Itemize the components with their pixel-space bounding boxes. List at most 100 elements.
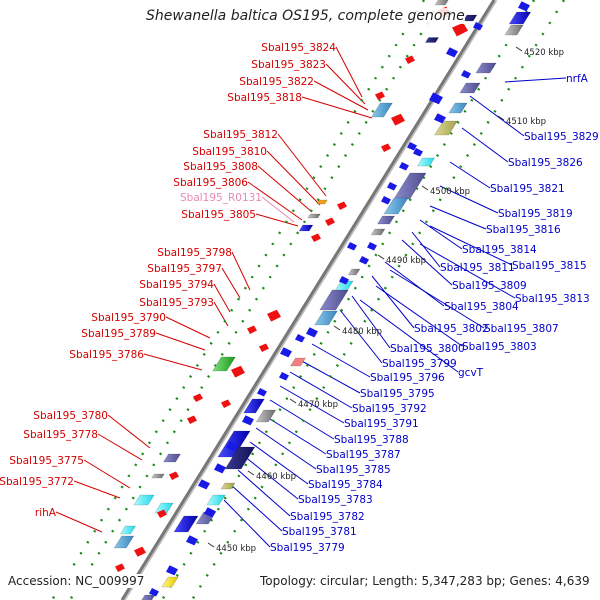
gene-label-sbal195_3790[interactable]: Sbal195_3790 xyxy=(91,312,166,324)
forward-gene-block[interactable] xyxy=(370,228,386,236)
reverse-gene-arrow[interactable] xyxy=(325,217,335,227)
gene-label-sbal195_3799[interactable]: Sbal195_3799 xyxy=(382,358,457,370)
reverse-gene-block[interactable] xyxy=(113,535,135,549)
gene-label-sbal195_3809[interactable]: Sbal195_3809 xyxy=(452,280,527,292)
gene-label-gcvt[interactable]: gcvT xyxy=(458,367,484,379)
forward-gene-block[interactable] xyxy=(161,576,179,588)
gene-label-sbal195_3808[interactable]: Sbal195_3808 xyxy=(183,161,258,173)
forward-gene-arrow[interactable] xyxy=(149,588,159,597)
gene-label-sbal195_3803[interactable]: Sbal195_3803 xyxy=(462,341,537,353)
gene-label-sbal195_3789[interactable]: Sbal195_3789 xyxy=(81,328,156,340)
forward-gene-arrow[interactable] xyxy=(367,242,377,251)
forward-gene-arrow[interactable] xyxy=(461,70,471,79)
reverse-gene-arrow[interactable] xyxy=(337,201,347,211)
gene-label-sbal195_3822[interactable]: Sbal195_3822 xyxy=(239,76,314,88)
forward-gene-arrow[interactable] xyxy=(347,242,357,251)
forward-gene-block[interactable] xyxy=(173,515,199,533)
forward-gene-arrow[interactable] xyxy=(387,182,397,191)
gene-label-sbal195_3802[interactable]: Sbal195_3802 xyxy=(414,323,489,335)
gene-label-sbal195_3812[interactable]: Sbal195_3812 xyxy=(203,129,278,141)
gene-label-riha[interactable]: rihA xyxy=(35,507,57,519)
gene-label-sbal195_3824[interactable]: Sbal195_3824 xyxy=(261,42,336,54)
gene-label-sbal195_3796[interactable]: Sbal195_3796 xyxy=(370,372,445,384)
gene-label-sbal195_3775[interactable]: Sbal195_3775 xyxy=(9,455,84,467)
reverse-gene-arrow[interactable] xyxy=(381,143,391,153)
gene-label-sbal195_3829[interactable]: Sbal195_3829 xyxy=(524,131,599,143)
gene-label-sbal195_3818[interactable]: Sbal195_3818 xyxy=(227,92,302,104)
forward-gene-block[interactable] xyxy=(289,357,307,367)
reverse-gene-block[interactable] xyxy=(151,473,165,479)
forward-gene-block[interactable] xyxy=(416,157,436,167)
gene-label-sbal195_3778[interactable]: Sbal195_3778 xyxy=(23,429,98,441)
forward-gene-arrow[interactable] xyxy=(359,256,369,265)
forward-gene-arrow[interactable] xyxy=(204,507,216,518)
forward-gene-block[interactable] xyxy=(393,172,427,200)
forward-gene-arrow[interactable] xyxy=(186,535,198,546)
forward-gene-arrow[interactable] xyxy=(226,441,238,452)
reverse-gene-arrow[interactable] xyxy=(259,343,269,353)
gene-label-sbal195_3792[interactable]: Sbal195_3792 xyxy=(352,403,427,415)
gene-label-sbal195_r0131[interactable]: Sbal195_R0131 xyxy=(180,192,262,204)
forward-gene-block[interactable] xyxy=(376,215,396,225)
gene-label-sbal195_3772[interactable]: Sbal195_3772 xyxy=(0,476,74,488)
forward-gene-arrow[interactable] xyxy=(295,334,305,343)
forward-gene-arrow[interactable] xyxy=(413,148,423,157)
forward-gene-arrow[interactable] xyxy=(518,1,530,12)
gene-label-sbal195_3780[interactable]: Sbal195_3780 xyxy=(33,410,108,422)
forward-gene-block[interactable] xyxy=(243,398,265,414)
forward-gene-block[interactable] xyxy=(206,494,226,506)
gene-label-sbal195_3807[interactable]: Sbal195_3807 xyxy=(484,323,559,335)
forward-gene-block[interactable] xyxy=(383,197,409,215)
forward-gene-arrow[interactable] xyxy=(257,388,267,397)
gene-label-sbal195_3788[interactable]: Sbal195_3788 xyxy=(334,434,409,446)
forward-gene-arrow[interactable] xyxy=(198,479,210,490)
reverse-gene-arrow[interactable] xyxy=(247,325,257,335)
reverse-gene-arrow[interactable] xyxy=(169,471,179,481)
forward-gene-block[interactable] xyxy=(255,409,277,423)
gene-label-sbal195_3786[interactable]: Sbal195_3786 xyxy=(69,349,144,361)
reverse-gene-block[interactable] xyxy=(316,199,328,205)
gene-label-sbal195_3821[interactable]: Sbal195_3821 xyxy=(490,183,565,195)
reverse-gene-arrow[interactable] xyxy=(134,546,146,557)
reverse-gene-arrow[interactable] xyxy=(267,309,281,322)
forward-gene-block[interactable] xyxy=(319,289,349,311)
forward-gene-block[interactable] xyxy=(448,102,468,114)
forward-gene-arrow[interactable] xyxy=(339,276,349,285)
gene-label-sbal195_3779[interactable]: Sbal195_3779 xyxy=(270,542,345,554)
gene-label-sbal195_3797[interactable]: Sbal195_3797 xyxy=(147,263,222,275)
reverse-gene-arrow[interactable] xyxy=(115,563,125,573)
gene-label-sbal195_3816[interactable]: Sbal195_3816 xyxy=(486,224,561,236)
gene-label-sbal195_3791[interactable]: Sbal195_3791 xyxy=(344,418,419,430)
gene-label-sbal195_3805[interactable]: Sbal195_3805 xyxy=(181,209,256,221)
reverse-gene-arrow[interactable] xyxy=(391,113,405,126)
gene-label-sbal195_3781[interactable]: Sbal195_3781 xyxy=(282,526,357,538)
gene-label-sbal195_3815[interactable]: Sbal195_3815 xyxy=(512,260,587,272)
gene-label-sbal195_3784[interactable]: Sbal195_3784 xyxy=(308,479,383,491)
forward-gene-arrow[interactable] xyxy=(306,327,318,338)
gene-label-sbal195_3823[interactable]: Sbal195_3823 xyxy=(251,59,326,71)
gene-label-sbal195_3800[interactable]: Sbal195_3800 xyxy=(390,343,465,355)
reverse-gene-block[interactable] xyxy=(298,224,314,232)
forward-gene-arrow[interactable] xyxy=(279,372,289,381)
gene-label-sbal195_3819[interactable]: Sbal195_3819 xyxy=(498,208,573,220)
gene-label-sbal195_3795[interactable]: Sbal195_3795 xyxy=(360,388,435,400)
reverse-gene-arrow[interactable] xyxy=(452,22,468,37)
gene-label-sbal195_3793[interactable]: Sbal195_3793 xyxy=(139,297,214,309)
gene-label-sbal195_3806[interactable]: Sbal195_3806 xyxy=(173,177,248,189)
forward-gene-arrow[interactable] xyxy=(214,463,226,474)
forward-gene-block[interactable] xyxy=(224,446,256,470)
gene-label-sbal195_3785[interactable]: Sbal195_3785 xyxy=(316,464,391,476)
forward-gene-block[interactable] xyxy=(424,37,440,43)
reverse-gene-arrow[interactable] xyxy=(405,55,415,65)
reverse-gene-arrow[interactable] xyxy=(221,399,231,409)
forward-gene-arrow[interactable] xyxy=(446,47,458,58)
forward-gene-arrow[interactable] xyxy=(280,347,292,358)
reverse-gene-block[interactable] xyxy=(307,213,321,219)
forward-gene-block[interactable] xyxy=(434,120,458,136)
reverse-gene-block[interactable] xyxy=(154,502,174,514)
gene-label-sbal195_3798[interactable]: Sbal195_3798 xyxy=(157,247,232,259)
forward-gene-block[interactable] xyxy=(462,14,478,22)
reverse-gene-arrow[interactable] xyxy=(375,91,385,101)
forward-gene-arrow[interactable] xyxy=(434,113,446,124)
reverse-gene-arrow[interactable] xyxy=(311,233,321,243)
